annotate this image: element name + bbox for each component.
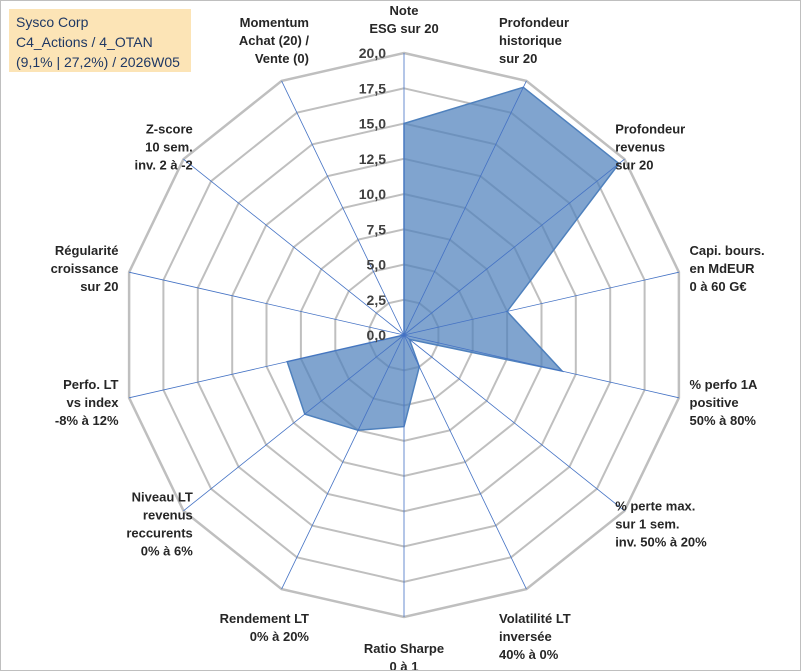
axis-spoke [403, 334, 679, 399]
category-label-line: 0 à 60 G€ [690, 279, 747, 294]
category-label-line: Volatilité LT [499, 611, 571, 626]
category-label-line: revenus [143, 507, 193, 522]
tick-label: 7,5 [367, 221, 387, 237]
axis-spoke [281, 334, 405, 590]
category-label-line: sur 20 [499, 51, 537, 66]
category-label-line: Profondeur [615, 122, 685, 137]
category-label-line: 0% à 6% [141, 543, 193, 558]
category-label: Z-score 10 sem. inv. 2 à -2 [135, 122, 193, 173]
category-label-line: Z-score [146, 122, 193, 137]
category-label-line: 0% à 20% [250, 629, 310, 644]
category-label: Perfo. LT vs index -8% à 12% [55, 377, 119, 428]
tick-label: 5,0 [367, 257, 387, 273]
category-label: Profondeur revenus sur 20 [615, 122, 685, 173]
tick-label: 2,5 [367, 292, 387, 308]
tick-label: 12,5 [359, 151, 386, 167]
category-label-line: Achat (20) / [239, 33, 309, 48]
tick-label: 0,0 [367, 327, 387, 343]
category-label-line: 40% à 0% [499, 647, 559, 662]
category-label-line: Note [390, 3, 419, 18]
chart-subtitle-stats: (9,1% | 27,2%) / 2026W05 [16, 54, 180, 70]
category-label-line: Perfo. LT [63, 377, 118, 392]
axis-spoke [183, 334, 405, 512]
category-label-line: inv. 2 à -2 [135, 158, 193, 173]
tick-label: 20,0 [359, 45, 386, 61]
category-label-line: 10 sem. [145, 140, 193, 155]
tick-label: 10,0 [359, 186, 386, 202]
axis-spoke [129, 334, 405, 399]
axis-spoke [183, 158, 405, 336]
category-label-line: Vente (0) [255, 51, 309, 66]
category-label-line: 50% à 80% [690, 413, 757, 428]
category-label-line: historique [499, 33, 562, 48]
category-label-line: vs index [66, 395, 119, 410]
category-label-line: sur 20 [80, 279, 118, 294]
category-label-line: en MdEUR [690, 261, 756, 276]
chart-title-box: Sysco Corp C4_Actions / 4_OTAN (9,1% | 2… [9, 9, 191, 72]
category-label-line: Profondeur [499, 15, 569, 30]
tick-label: 15,0 [359, 116, 386, 132]
axis-spoke [403, 334, 625, 512]
category-label-line: inv. 50% à 20% [615, 534, 707, 549]
category-label: Note ESG sur 20 [369, 3, 438, 36]
category-label: Rendement LT 0% à 20% [220, 611, 310, 644]
category-label: Ratio Sharpe 0 à 1 [364, 641, 444, 670]
category-label-line: 0 à 1 [390, 659, 419, 670]
category-label-line: croissance [51, 261, 119, 276]
axis-spoke [403, 80, 527, 336]
category-label-line: % perfo 1A [690, 377, 759, 392]
category-label-line: revenus [615, 140, 665, 155]
category-label: % perfo 1A positive 50% à 80% [690, 377, 759, 428]
axis-spoke [403, 158, 625, 336]
category-label: Niveau LT revenus reccurents 0% à 6% [126, 489, 193, 558]
category-label-line: sur 1 sem. [615, 516, 679, 531]
category-label-line: reccurents [126, 525, 192, 540]
axis-spoke [403, 334, 527, 590]
category-label: Momentum Achat (20) / Vente (0) [239, 15, 309, 66]
category-label: Profondeur historique sur 20 [499, 15, 569, 66]
category-label-line: Niveau LT [132, 489, 193, 504]
category-label-line: Régularité [55, 243, 119, 258]
axis-spoke [403, 271, 679, 336]
category-label: Capi. bours. en MdEUR 0 à 60 G€ [690, 243, 765, 294]
tick-label: 17,5 [359, 80, 386, 96]
category-label-line: sur 20 [615, 158, 653, 173]
category-label-line: Ratio Sharpe [364, 641, 444, 656]
category-label-line: inversée [499, 629, 552, 644]
chart-title: Sysco Corp [16, 14, 89, 30]
category-label-line: -8% à 12% [55, 413, 119, 428]
chart-subtitle-category: C4_Actions / 4_OTAN [16, 34, 153, 50]
category-label-line: positive [690, 395, 739, 410]
axis-spoke [129, 271, 405, 336]
category-label-line: % perte max. [615, 498, 695, 513]
category-label-line: ESG sur 20 [369, 21, 438, 36]
axis-spoke [281, 80, 405, 336]
category-label: % perte max. sur 1 sem. inv. 50% à 20% [615, 498, 707, 549]
category-label-line: Rendement LT [220, 611, 309, 626]
category-label: Volatilité LT inversée 40% à 0% [499, 611, 571, 662]
category-label: Régularité croissance sur 20 [51, 243, 119, 294]
category-label-line: Momentum [240, 15, 309, 30]
category-label-line: Capi. bours. [690, 243, 765, 258]
